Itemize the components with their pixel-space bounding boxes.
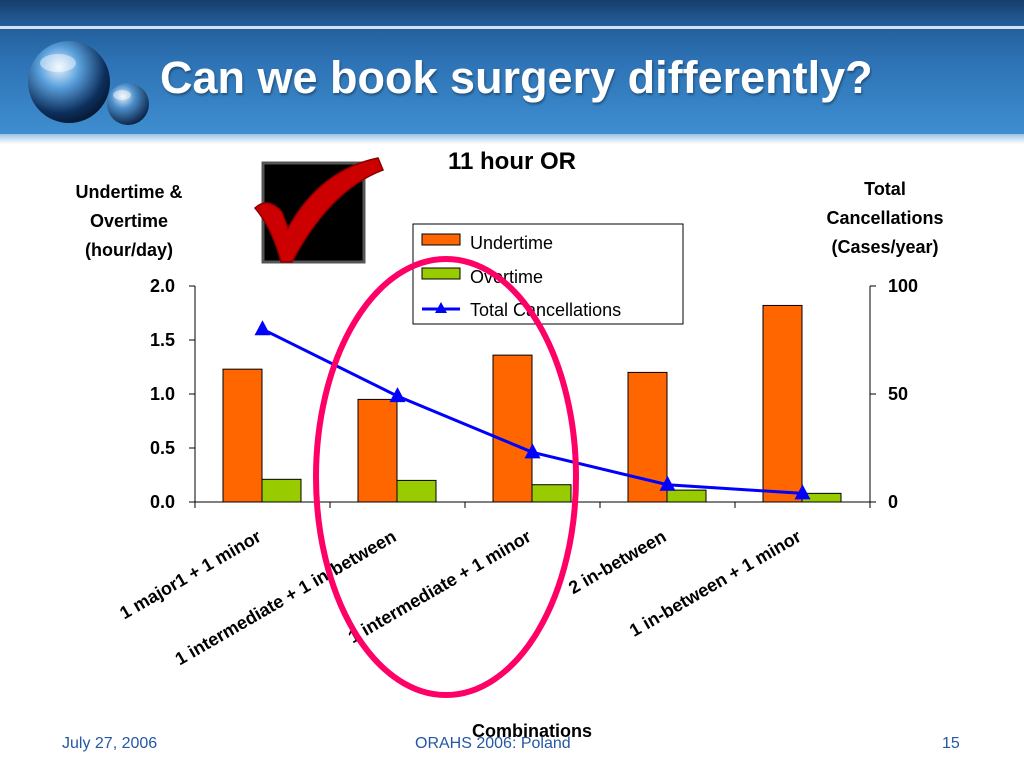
bar-overtime [396,479,437,503]
marker-total-cancellations [254,320,271,336]
slide-title: Can we book surgery differently? [160,52,873,103]
chart-line-series [254,320,811,500]
right-axis-title-line: Cancellations [826,208,943,228]
legend-swatch-undertime [421,233,461,246]
chart-title: 11 hour OR [448,148,576,175]
right-axis-title: Total Cancellations (Cases/year) [826,179,943,257]
chart-legend: Undertime Overtime Total Cancellations [412,223,684,325]
right-axis-title-line: Total [864,179,906,199]
footer-date: July 27, 2006 [62,735,158,752]
bar-undertime [222,368,263,503]
bar-undertime [357,398,398,503]
left-axis-title-line: Undertime & [75,182,182,202]
page-number: 15 [942,735,960,752]
left-axis-tick-label: 1.0 [150,384,175,404]
left-axis-tick-label: 0.5 [150,438,175,458]
footer-conference: ORAHS 2006: Poland [415,735,571,752]
right-axis-tick-label: 100 [888,276,918,296]
chart-bars [222,304,842,503]
header-divider [0,26,1024,29]
left-axis-title-line: Overtime [90,211,168,231]
header-banner [0,0,1024,134]
legend-label-cancellations: Total Cancellations [470,300,621,320]
left-axis-title: Undertime & Overtime (hour/day) [75,182,182,260]
left-axis-tick-label: 1.5 [150,330,175,350]
x-tick-label: 1 major1 + 1 minor [116,526,264,623]
marker-total-cancellations [389,387,406,403]
bar-undertime [492,354,533,503]
left-axis-tick-label: 0.0 [150,492,175,512]
bar-overtime [261,478,302,503]
globe-logo-icon [28,41,149,125]
header-fade [0,134,1024,144]
highlight-ellipse [313,256,579,698]
left-axis-title-line: (hour/day) [85,240,173,260]
left-axis-tick-label: 2.0 [150,276,175,296]
checkmark-icon [253,157,384,264]
legend-marker-cancellations [435,302,447,313]
marker-total-cancellations [524,443,541,459]
bar-overtime [666,489,707,503]
right-axis-tick-label: 0 [888,492,898,512]
legend-label-undertime: Undertime [470,233,553,253]
right-axis-title-line: (Cases/year) [831,237,938,257]
bar-undertime [762,304,803,503]
x-tick-label: 2 in-between [565,526,669,598]
legend-swatch-overtime [421,267,461,280]
x-axis-title: Combinations [472,721,592,741]
bar-overtime [531,484,572,503]
marker-total-cancellations [794,484,811,500]
right-axis-tick-label: 50 [888,384,908,404]
marker-total-cancellations [659,475,676,491]
header-top-stripe [0,0,1024,26]
